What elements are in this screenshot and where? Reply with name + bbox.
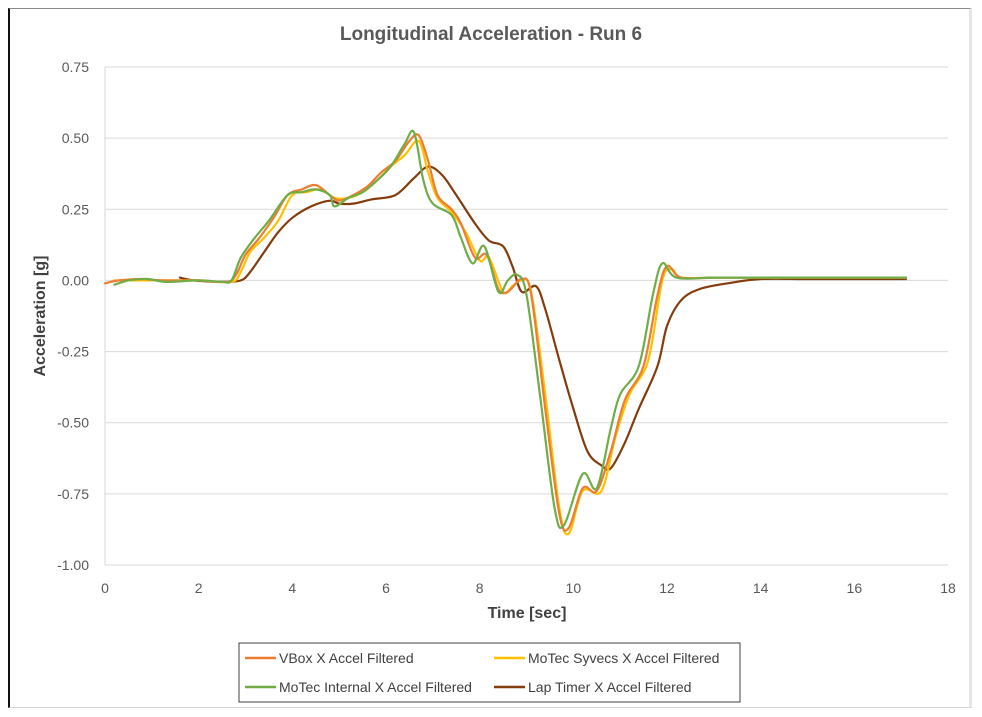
x-tick-label: 0 (101, 580, 109, 596)
chart-title: Longitudinal Acceleration - Run 6 (340, 24, 642, 45)
x-tick-label: 6 (382, 580, 390, 596)
x-tick-label: 18 (940, 580, 956, 596)
series-line-motec-syvecs-x-accel-filtered (113, 139, 907, 536)
x-axis-ticks: 0 2 4 6 8 10 12 14 16 18 (101, 580, 956, 596)
legend-label: Lap Timer X Accel Filtered (528, 679, 691, 695)
y-tick-label: -0.50 (57, 415, 89, 431)
series-line-motec-internal-x-accel-filtered (113, 129, 907, 529)
x-tick-label: 14 (753, 580, 769, 596)
legend-item-motec-internal[interactable]: MoTec Internal X Accel Filtered (245, 679, 472, 695)
legend-label: MoTec Internal X Accel Filtered (279, 679, 472, 695)
y-tick-label: 0.00 (62, 272, 89, 288)
x-tick-label: 8 (476, 580, 484, 596)
chart-frame (8, 8, 972, 708)
x-tick-label: 12 (659, 580, 675, 596)
series-line-vbox-x-accel-filtered (103, 133, 907, 532)
x-tick-label: 10 (566, 580, 582, 596)
y-tick-label: -1.00 (57, 557, 89, 573)
series-line-lap-timer-x-accel-filtered (178, 165, 907, 471)
x-tick-label: 16 (847, 580, 863, 596)
x-axis-title: Time [sec] (488, 605, 567, 622)
series-lines (103, 129, 907, 536)
y-tick-label: 0.50 (62, 130, 89, 146)
x-tick-label: 4 (288, 580, 296, 596)
y-tick-label: -0.75 (57, 486, 89, 502)
y-axis-title: Acceleration [g] (32, 256, 49, 377)
y-axis-ticks: 0.75 0.50 0.25 0.00 -0.25 -0.50 -0.75 -1.00 (57, 59, 89, 573)
y-tick-label: 0.25 (62, 201, 89, 217)
gridlines (104, 66, 948, 566)
y-tick-label: -0.25 (57, 344, 89, 360)
legend-label: VBox X Accel Filtered (279, 650, 414, 666)
legend-item-vbox[interactable]: VBox X Accel Filtered (245, 650, 414, 666)
legend-item-lap-timer[interactable]: Lap Timer X Accel Filtered (494, 679, 691, 695)
legend-item-syvecs[interactable]: MoTec Syvecs X Accel Filtered (494, 650, 719, 666)
legend-label: MoTec Syvecs X Accel Filtered (528, 650, 719, 666)
legend: VBox X Accel Filtered MoTec Syvecs X Acc… (238, 642, 741, 703)
y-tick-label: 0.75 (62, 59, 89, 75)
x-tick-label: 2 (195, 580, 203, 596)
